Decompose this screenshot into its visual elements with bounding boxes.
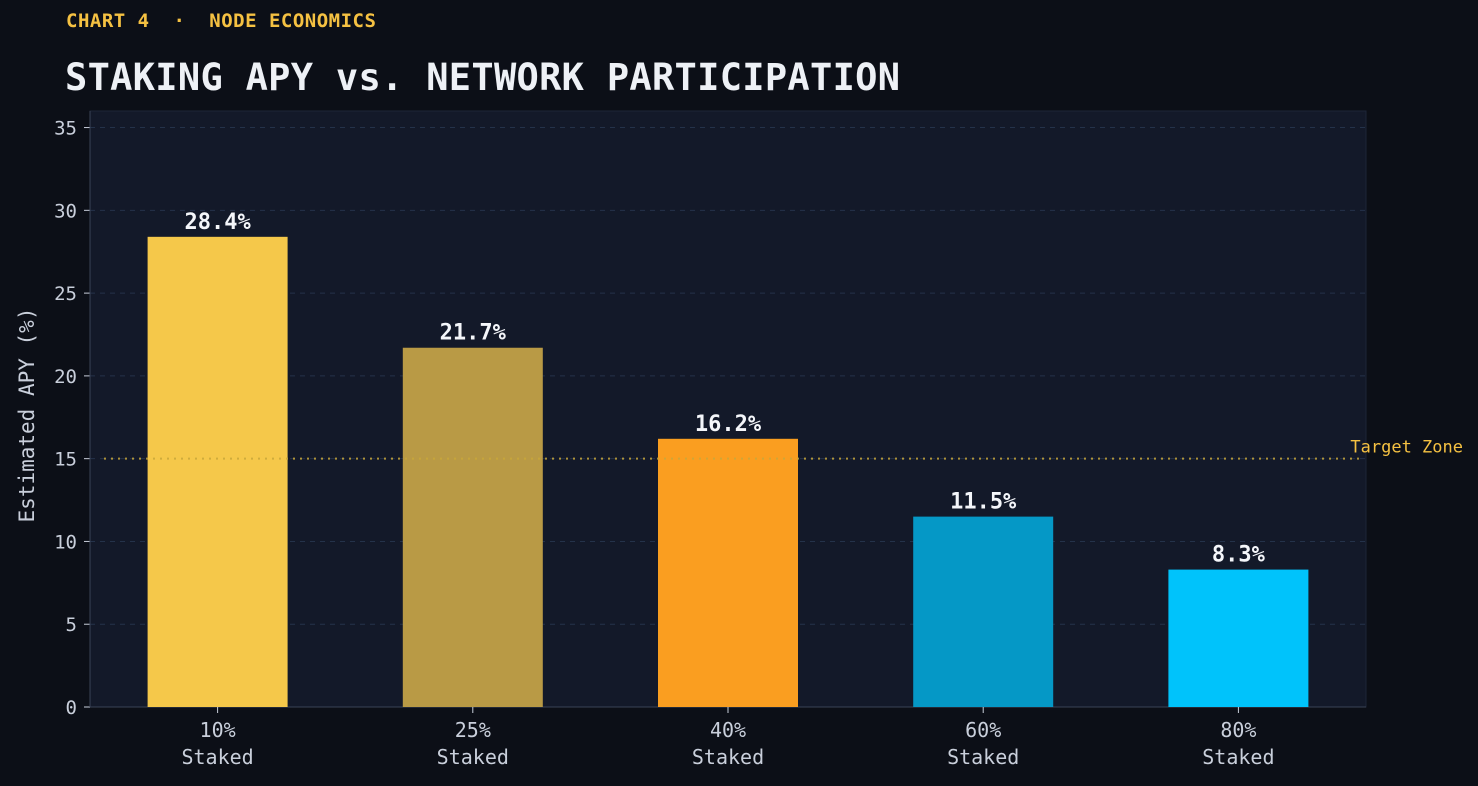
y-tick-label: 0 bbox=[66, 697, 77, 719]
y-tick-label: 25 bbox=[54, 283, 77, 305]
data-label: 8.3% bbox=[1212, 543, 1266, 568]
y-tick-label: 5 bbox=[66, 614, 77, 636]
target-zone-label: Target Zone bbox=[1350, 438, 1463, 458]
x-tick-label: 25% bbox=[455, 718, 491, 742]
bar bbox=[658, 438, 798, 707]
chart-kicker: CHART 4 · NODE ECONOMICS bbox=[66, 10, 377, 32]
y-tick-label: 35 bbox=[54, 118, 77, 140]
data-label: 11.5% bbox=[950, 490, 1017, 515]
y-tick-label: 15 bbox=[54, 449, 77, 471]
bar bbox=[913, 516, 1054, 707]
bar bbox=[147, 236, 288, 708]
data-label: 28.4% bbox=[184, 210, 251, 235]
x-tick-label: Staked bbox=[181, 745, 253, 769]
bar bbox=[1168, 569, 1309, 707]
x-tick-label: 80% bbox=[1220, 718, 1256, 742]
bar bbox=[402, 347, 543, 707]
chart-title: STAKING APY vs. NETWORK PARTICIPATION bbox=[65, 56, 901, 99]
x-tick-label: Staked bbox=[692, 745, 764, 769]
x-tick-label: 60% bbox=[965, 718, 1001, 742]
x-tick-label: Staked bbox=[947, 745, 1019, 769]
y-tick-label: 30 bbox=[54, 200, 77, 222]
x-tick-label: 10% bbox=[200, 718, 236, 742]
y-tick-label: 10 bbox=[54, 531, 77, 553]
x-tick-label: Staked bbox=[1202, 745, 1274, 769]
x-tick-label: 40% bbox=[710, 718, 746, 742]
x-tick-label: Staked bbox=[437, 745, 509, 769]
data-label: 16.2% bbox=[695, 412, 762, 437]
data-label: 21.7% bbox=[440, 321, 507, 346]
y-axis-label: Estimated APY (%) bbox=[15, 308, 39, 523]
y-tick-label: 20 bbox=[54, 366, 77, 388]
